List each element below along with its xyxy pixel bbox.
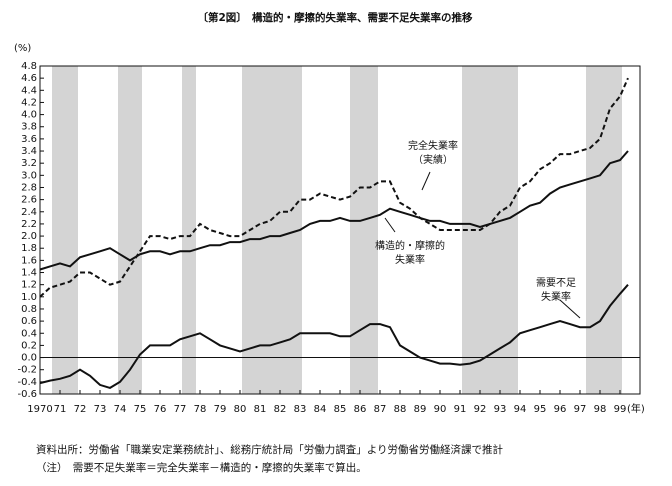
y-tick-label: 2.2 xyxy=(21,219,37,230)
series-line xyxy=(39,150,629,271)
y-tick-label: 3.2 xyxy=(21,158,37,169)
y-tick-label: 0.8 xyxy=(21,304,37,315)
shaded-period xyxy=(462,66,518,394)
y-tick-label: 3.6 xyxy=(21,134,37,145)
x-tick-label: 90 xyxy=(434,404,447,415)
y-tick-label: 1.2 xyxy=(21,280,37,291)
x-tick-label: 83 xyxy=(294,404,307,415)
series-line xyxy=(39,284,629,389)
x-tick-label: 87 xyxy=(374,404,387,415)
y-tick-label: 2.0 xyxy=(21,231,37,242)
x-tick-label: 89 xyxy=(414,404,427,415)
y-tick-label: 2.4 xyxy=(21,207,37,218)
shaded-period xyxy=(118,66,142,394)
shaded-period xyxy=(350,66,378,394)
x-tick-label: 84 xyxy=(314,404,327,415)
y-tick-label: 0.4 xyxy=(21,328,37,339)
y-tick-label: 3.8 xyxy=(21,122,37,133)
x-tick-label: 93 xyxy=(494,404,507,415)
x-tick-label: 91 xyxy=(454,404,467,415)
annotation-leader xyxy=(421,171,431,191)
x-tick-label: 1970 xyxy=(27,404,52,415)
annotation-leader xyxy=(384,217,396,233)
y-axis-label: (%) xyxy=(14,43,31,54)
shaded-period xyxy=(586,66,622,394)
y-tick-label: 0.2 xyxy=(21,340,37,351)
annotation-leader xyxy=(559,299,581,319)
y-tick-label: 4.0 xyxy=(21,110,37,121)
y-tick-label: 4.2 xyxy=(21,97,37,108)
x-tick-label: 81 xyxy=(254,404,267,415)
x-tick-label: 75 xyxy=(134,404,147,415)
x-tick-label: 86 xyxy=(354,404,367,415)
x-tick-label: 80 xyxy=(234,404,247,415)
x-tick-label: 99 xyxy=(614,404,627,415)
y-tick-label: 1.6 xyxy=(21,255,37,266)
shaded-period xyxy=(242,66,302,394)
y-tick-label: 1.4 xyxy=(21,268,37,279)
y-tick-label: 1.0 xyxy=(21,292,37,303)
annotation: 構造的・摩擦的 xyxy=(375,239,445,252)
annotation: 需要不足 xyxy=(536,277,576,289)
x-axis-unit: (年) xyxy=(627,402,645,415)
annotation: （実績） xyxy=(413,153,453,166)
y-tick-label: 4.8 xyxy=(21,61,37,72)
x-tick-label: 74 xyxy=(114,404,127,415)
x-tick-label: 96 xyxy=(554,404,567,415)
x-tick-label: 72 xyxy=(74,404,87,415)
annotation: 失業率 xyxy=(395,253,425,266)
x-tick-label: 82 xyxy=(274,404,287,415)
x-tick-label: 95 xyxy=(534,404,547,415)
x-tick-label: 94 xyxy=(514,404,527,415)
x-tick-label: 71 xyxy=(54,404,67,415)
x-tick-label: 92 xyxy=(474,404,487,415)
shaded-period xyxy=(52,66,78,394)
x-tick-label: 76 xyxy=(154,404,167,415)
y-tick-label: 1.8 xyxy=(21,243,37,254)
y-tick-label: 0.6 xyxy=(21,316,37,327)
x-tick-label: 85 xyxy=(334,404,347,415)
source-note: 資料出所：労働省「職業安定業務統計」、総務庁統計局「労働力調査」より労働省労働経… xyxy=(36,443,504,456)
y-tick-label: -0.2 xyxy=(17,365,37,376)
x-tick-label: 79 xyxy=(214,404,227,415)
footnote: （注） 需要不足失業率＝完全失業率－構造的・摩擦的失業率で算出。 xyxy=(36,461,367,474)
series-line xyxy=(39,77,629,298)
y-tick-label: -0.4 xyxy=(17,377,37,388)
x-tick-label: 77 xyxy=(174,404,187,415)
annotation: 失業率 xyxy=(541,290,571,303)
y-tick-label: 3.0 xyxy=(21,170,37,181)
y-tick-label: 0.0 xyxy=(21,353,37,364)
x-tick-label: 78 xyxy=(194,404,207,415)
annotation: 完全失業率 xyxy=(408,139,458,152)
x-tick-label: 97 xyxy=(574,404,587,415)
x-tick-label: 73 xyxy=(94,404,107,415)
chart-title: 〔第2図〕 構造的・摩擦的失業率、需要不足失業率の推移 xyxy=(197,11,473,24)
x-tick-label: 88 xyxy=(394,404,407,415)
y-tick-label: 2.8 xyxy=(21,182,37,193)
x-tick-label: 98 xyxy=(594,404,607,415)
y-tick-label: 4.4 xyxy=(21,85,37,96)
y-tick-label: -0.6 xyxy=(17,389,37,400)
shaded-period xyxy=(182,66,196,394)
y-tick-label: 4.6 xyxy=(21,73,37,84)
y-tick-label: 2.6 xyxy=(21,195,37,206)
y-tick-label: 3.4 xyxy=(21,146,37,157)
